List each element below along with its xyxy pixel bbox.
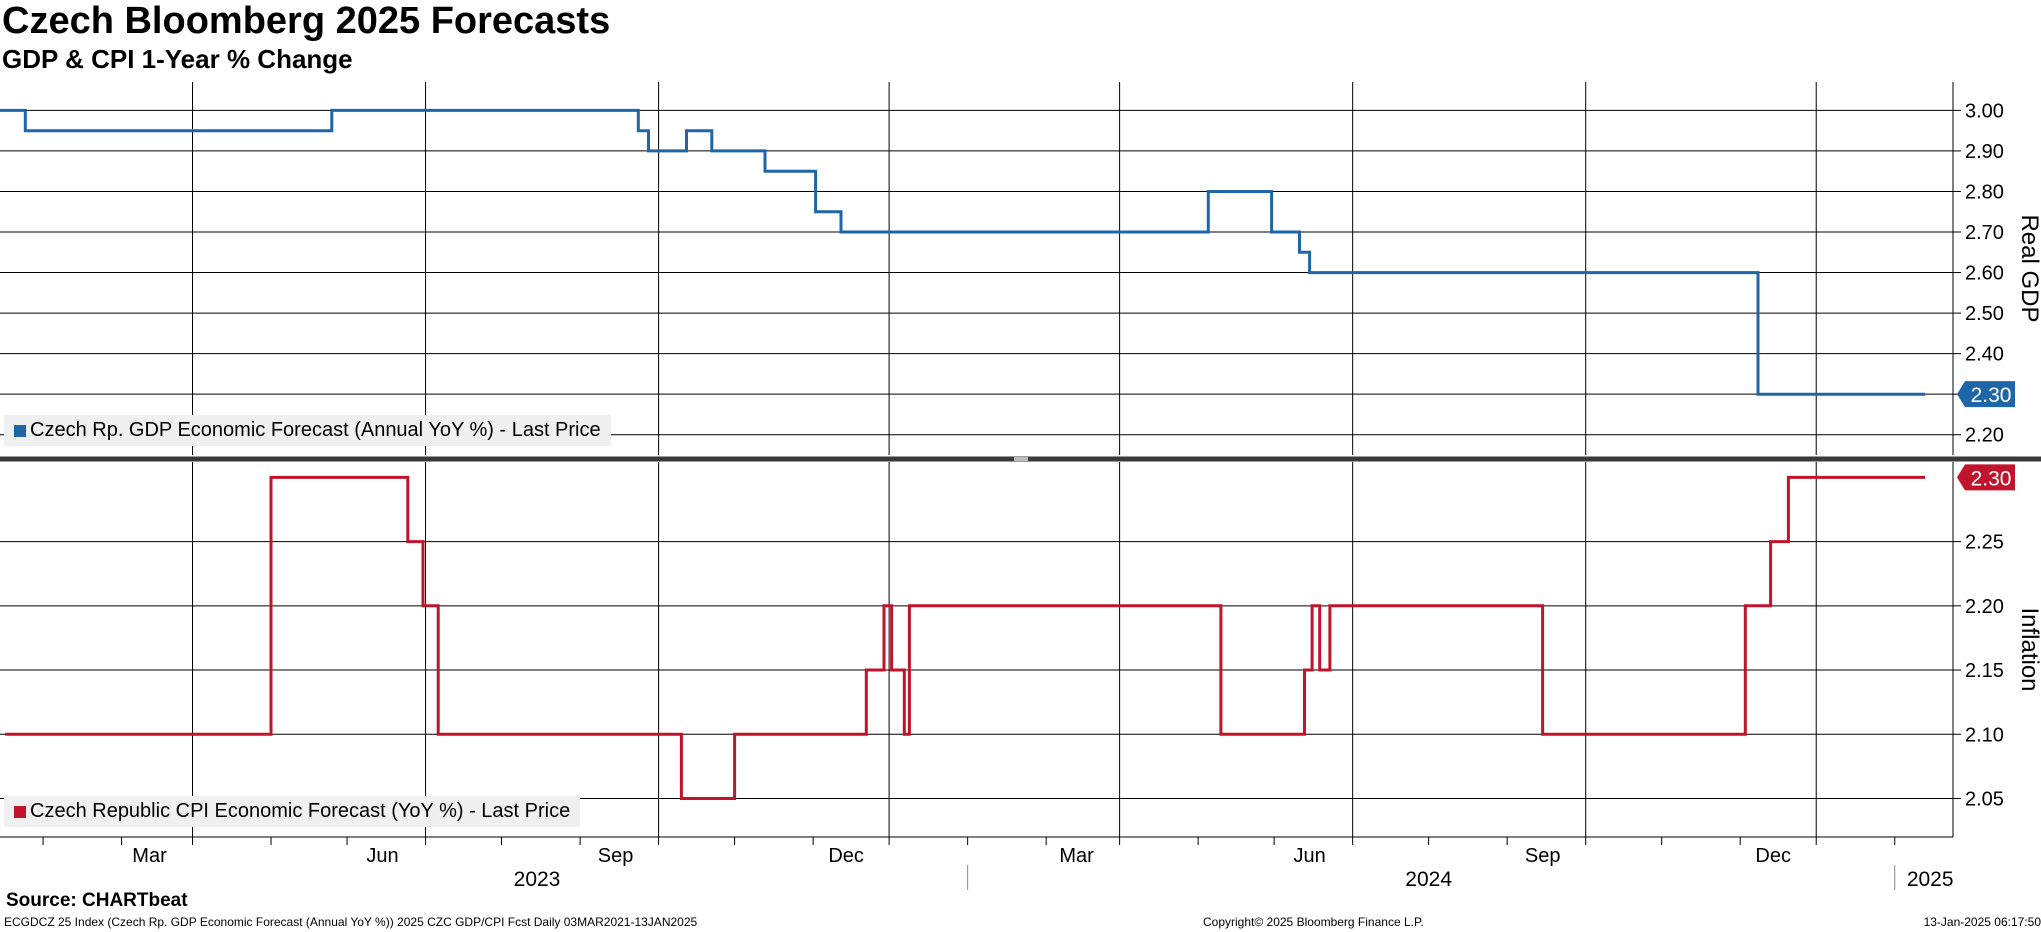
gdp-series-line [0,108,1926,396]
x-month-label: Dec [828,845,864,867]
cpi-ytick-label: 2.05 [1965,788,2004,810]
cpi-ytick-label: 2.20 [1965,596,2004,618]
legend-gdp-label: Czech Rp. GDP Economic Forecast (Annual … [30,419,601,441]
gdp-last-value-label: 2.30 [1971,384,2012,407]
legend-gdp-swatch [14,424,26,437]
cpi-last-value-label: 2.30 [1971,467,2012,490]
gdp-ytick-label: 2.70 [1965,222,2004,244]
gdp-ytick-label: 2.80 [1965,181,2004,203]
x-month-label: Mar [1059,845,1094,867]
gdp-ytick-label: 2.60 [1965,263,2004,285]
source-note: Source: CHARTbeat [6,890,188,911]
cpi-axis-label: Inflation [2016,607,2041,691]
cpi-series-line [5,475,1926,800]
cpi-last-value-flag [1957,464,2015,491]
gdp-ytick-label: 2.20 [1965,425,2004,447]
x-month-label: Dec [1755,845,1791,867]
chart-subtitle: GDP & CPI 1-Year % Change [2,44,353,74]
x-month-label: Mar [132,845,167,867]
x-month-label: Sep [1525,845,1561,867]
x-month-label: Sep [598,845,634,867]
footer-info: ECGDCZ 25 Index (Czech Rp. GDP Economic … [4,915,698,929]
gdp-last-value-flag [1957,381,2015,408]
gdp-ytick-label: 2.90 [1965,141,2004,163]
gdp-ytick-label: 2.50 [1965,303,2004,325]
footer-copyright: Copyright© 2025 Bloomberg Finance L.P. [1203,915,1424,929]
x-month-label: Jun [366,845,398,867]
gdp-axis-label: Real GDP [2016,214,2041,322]
x-year-label: 2023 [514,868,561,891]
footer-timestamp: 13-Jan-2025 06:17:50 [1923,915,2041,929]
cpi-ytick-label: 2.15 [1965,660,2004,682]
cpi-ytick-label: 2.10 [1965,724,2004,746]
x-year-label: 2025 [1907,868,1954,891]
cpi-ytick-label: 2.25 [1965,532,2004,554]
legend-cpi-swatch [14,805,26,818]
legend-cpi-label: Czech Republic CPI Economic Forecast (Yo… [30,800,571,822]
chart-title: Czech Bloomberg 2025 Forecasts [2,0,611,42]
x-month-label: Jun [1294,845,1326,867]
gdp-ytick-label: 2.40 [1965,344,2004,366]
gdp-ytick-label: 3.00 [1965,100,2004,122]
divider-grip [1014,457,1028,461]
legend-gdp: Czech Rp. GDP Economic Forecast (Annual … [4,415,611,446]
x-year-label: 2024 [1405,868,1452,891]
legend-cpi: Czech Republic CPI Economic Forecast (Yo… [4,796,581,827]
